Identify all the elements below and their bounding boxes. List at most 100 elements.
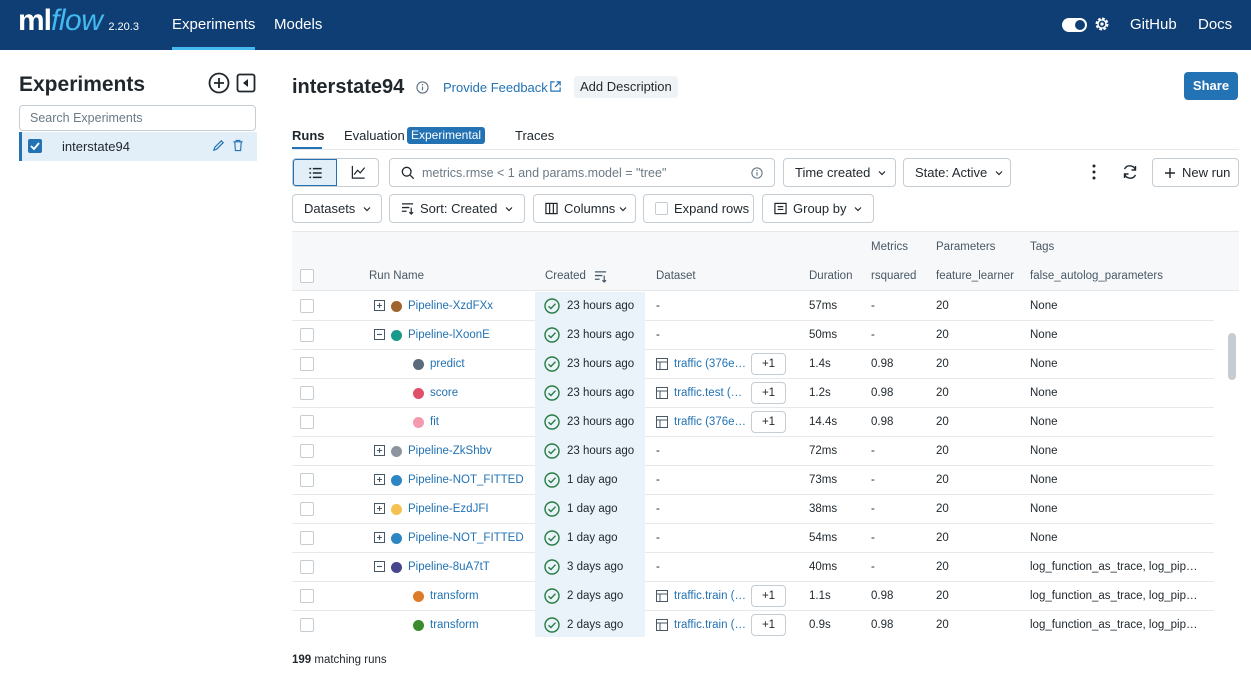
table-row[interactable]: Pipeline-lXoonE 23 hours ago - 50ms - 20 None — [292, 321, 1214, 350]
tab-runs[interactable]: Runs — [292, 128, 325, 143]
run-color-dot[interactable] — [413, 591, 424, 602]
table-row[interactable]: transform 2 days ago traffic.train (… +1 0.9… — [292, 611, 1214, 637]
created-time[interactable]: 23 hours ago — [567, 445, 635, 457]
row-checkbox[interactable] — [300, 502, 314, 516]
columns-button[interactable]: Columns — [533, 194, 636, 223]
run-color-dot[interactable] — [413, 417, 424, 428]
run-color-dot[interactable] — [391, 533, 402, 544]
expand-icon[interactable] — [374, 532, 385, 543]
table-row[interactable]: Pipeline-EzdJFI 1 day ago - 38ms - 20 None — [292, 495, 1214, 524]
created-time[interactable]: 23 hours ago — [567, 300, 635, 312]
created-time[interactable]: 1 day ago — [567, 503, 618, 515]
table-row[interactable]: Pipeline-8uA7tT 3 days ago - 40ms - 20 log_fun… — [292, 553, 1214, 582]
run-name-link[interactable]: transform — [430, 590, 479, 602]
row-checkbox[interactable] — [300, 386, 314, 400]
created-time[interactable]: 3 days ago — [567, 561, 624, 573]
run-color-dot[interactable] — [391, 504, 402, 515]
edit-icon[interactable] — [212, 139, 225, 152]
run-name-link[interactable]: Pipeline-NOT_FITTED — [408, 532, 524, 544]
nav-github[interactable]: GitHub — [1130, 16, 1177, 33]
new-run-button[interactable]: New run — [1152, 158, 1239, 187]
search-runs-input[interactable] — [422, 163, 742, 183]
dataset-link[interactable]: traffic.train (… — [674, 619, 746, 631]
rsquared-header[interactable]: rsquared — [871, 270, 917, 282]
nav-docs[interactable]: Docs — [1198, 16, 1233, 33]
run-color-dot[interactable] — [413, 359, 424, 370]
dataset-header[interactable]: Dataset — [656, 270, 696, 282]
table-row[interactable]: score 23 hours ago traffic.test (… +1 1.2s 0.… — [292, 379, 1214, 408]
row-checkbox[interactable] — [300, 357, 314, 371]
dataset-more-button[interactable]: +1 — [751, 382, 786, 404]
created-time[interactable]: 1 day ago — [567, 474, 618, 486]
trash-icon[interactable] — [232, 139, 244, 152]
search-runs-field[interactable] — [389, 158, 775, 187]
table-row[interactable]: Pipeline-NOT_FITTED 1 day ago - 54ms - 20 None — [292, 524, 1214, 553]
run-color-dot[interactable] — [391, 446, 402, 457]
table-row[interactable]: transform 2 days ago traffic.train (… +1 1.1… — [292, 582, 1214, 611]
sort-desc-icon[interactable] — [594, 270, 607, 283]
row-checkbox[interactable] — [300, 618, 314, 632]
run-color-dot[interactable] — [413, 388, 424, 399]
row-checkbox[interactable] — [300, 328, 314, 342]
tab-traces[interactable]: Traces — [515, 128, 555, 143]
row-checkbox[interactable] — [300, 531, 314, 545]
table-row[interactable]: predict 23 hours ago traffic (376e5… +1 1.4s… — [292, 350, 1214, 379]
expand-icon[interactable] — [374, 445, 385, 456]
row-checkbox[interactable] — [300, 560, 314, 574]
row-checkbox[interactable] — [300, 589, 314, 603]
dataset-more-button[interactable]: +1 — [751, 411, 786, 433]
feature-learner-header[interactable]: feature_learner — [936, 270, 1014, 282]
created-time[interactable]: 23 hours ago — [567, 416, 635, 428]
dataset-link[interactable]: traffic (376e5… — [674, 416, 748, 428]
run-color-dot[interactable] — [391, 301, 402, 312]
collapse-icon[interactable] — [374, 561, 385, 572]
collapse-sidebar-icon[interactable] — [236, 73, 256, 93]
select-all-checkbox[interactable] — [300, 269, 314, 283]
external-link-icon[interactable] — [549, 80, 562, 93]
run-name-header[interactable]: Run Name — [369, 270, 424, 282]
tags-header[interactable]: false_autolog_parameters — [1030, 270, 1163, 282]
dataset-link[interactable]: traffic.test (… — [674, 387, 743, 399]
tab-evaluation[interactable]: Evaluation — [344, 128, 405, 143]
experiment-item[interactable]: interstate94 — [19, 132, 257, 161]
created-header[interactable]: Created — [545, 270, 586, 282]
group-by-button[interactable]: Group by — [762, 194, 874, 223]
duration-header[interactable]: Duration — [809, 270, 853, 282]
dark-mode-toggle[interactable] — [1062, 18, 1087, 32]
search-experiments-input[interactable] — [19, 105, 256, 131]
experiment-checkbox[interactable] — [28, 139, 42, 153]
dataset-more-button[interactable]: +1 — [751, 614, 786, 636]
datasets-filter-button[interactable]: Datasets — [292, 194, 382, 223]
provide-feedback-link[interactable]: Provide Feedback — [443, 80, 548, 95]
info-icon[interactable] — [751, 167, 763, 179]
dataset-more-button[interactable]: +1 — [751, 585, 786, 607]
run-color-dot[interactable] — [391, 475, 402, 486]
run-color-dot[interactable] — [391, 562, 402, 573]
run-name-link[interactable]: predict — [430, 358, 465, 370]
row-checkbox[interactable] — [300, 444, 314, 458]
sort-button[interactable]: Sort: Created — [389, 194, 525, 223]
time-created-select[interactable]: Time created — [783, 158, 896, 187]
chart-view-button[interactable] — [337, 159, 379, 186]
run-name-link[interactable]: transform — [430, 619, 479, 631]
run-name-link[interactable]: Pipeline-XzdFXx — [408, 300, 494, 312]
table-row[interactable]: Pipeline-ZkShbv 23 hours ago - 72ms - 20 None — [292, 437, 1214, 466]
created-time[interactable]: 23 hours ago — [567, 358, 635, 370]
add-experiment-icon[interactable] — [208, 72, 230, 94]
dataset-link[interactable]: traffic (376e5… — [674, 358, 748, 370]
expand-icon[interactable] — [374, 474, 385, 485]
row-checkbox[interactable] — [300, 473, 314, 487]
run-name-link[interactable]: Pipeline-NOT_FITTED — [408, 474, 524, 486]
add-description-button[interactable]: Add Description — [574, 76, 678, 98]
table-row[interactable]: Pipeline-XzdFXx 23 hours ago - 57ms - 20 None — [292, 292, 1214, 321]
expand-icon[interactable] — [374, 300, 385, 311]
created-time[interactable]: 23 hours ago — [567, 329, 635, 341]
run-color-dot[interactable] — [391, 330, 402, 341]
created-time[interactable]: 23 hours ago — [567, 387, 635, 399]
run-name-link[interactable]: Pipeline-lXoonE — [408, 329, 490, 341]
row-checkbox[interactable] — [300, 299, 314, 313]
dataset-link[interactable]: traffic.train (… — [674, 590, 746, 602]
table-row[interactable]: Pipeline-NOT_FITTED 1 day ago - 73ms - 20 None — [292, 466, 1214, 495]
gear-icon[interactable] — [1093, 15, 1111, 33]
state-filter-select[interactable]: State: Active — [903, 158, 1011, 187]
